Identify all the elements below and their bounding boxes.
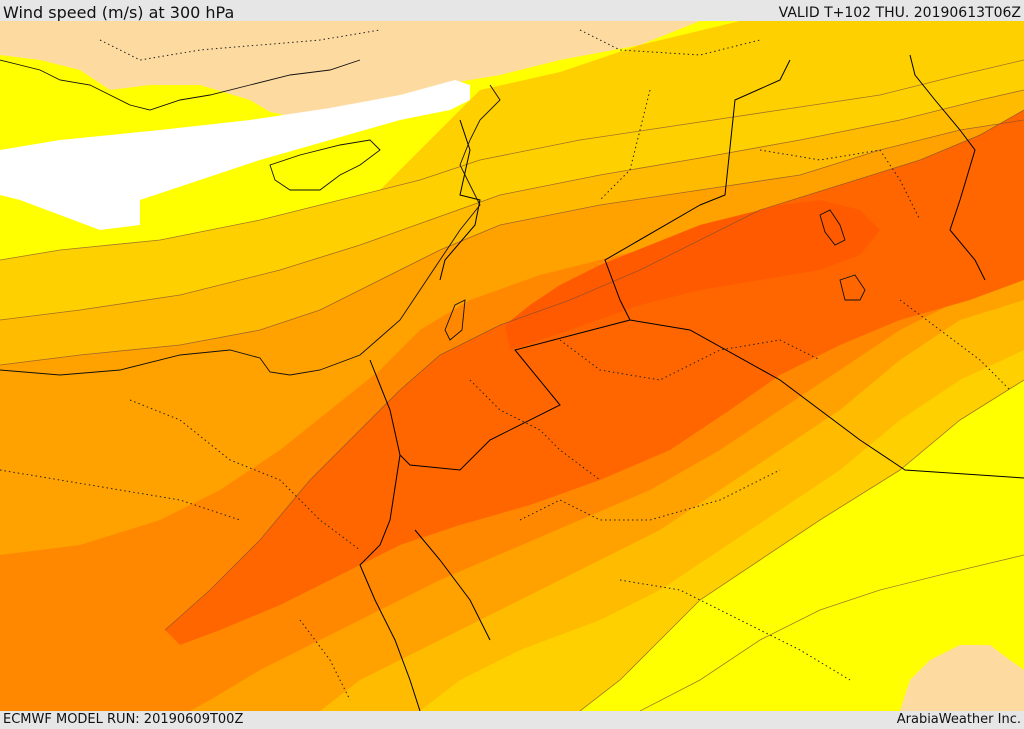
land-southeast (900, 645, 1024, 711)
land-north (0, 21, 700, 118)
model-run: ECMWF MODEL RUN: 20190609T00Z (3, 712, 244, 727)
map-title: Wind speed (m/s) at 300 hPa (3, 3, 235, 22)
wind-speed-map (0, 21, 1024, 711)
credit: ArabiaWeather Inc. (896, 712, 1021, 727)
province-boundaries (0, 29, 1011, 701)
valid-time: VALID T+102 THU. 20190613T06Z (778, 5, 1021, 21)
country-borders (359, 54, 1024, 711)
band-red-orange (505, 200, 880, 350)
contours (0, 59, 1024, 711)
calm-zone (0, 80, 470, 230)
header-bar: Wind speed (m/s) at 300 hPa VALID T+102 … (0, 0, 1024, 22)
footer-bar: ECMWF MODEL RUN: 20190609T00Z ArabiaWeat… (0, 711, 1024, 729)
coastlines (0, 59, 866, 376)
